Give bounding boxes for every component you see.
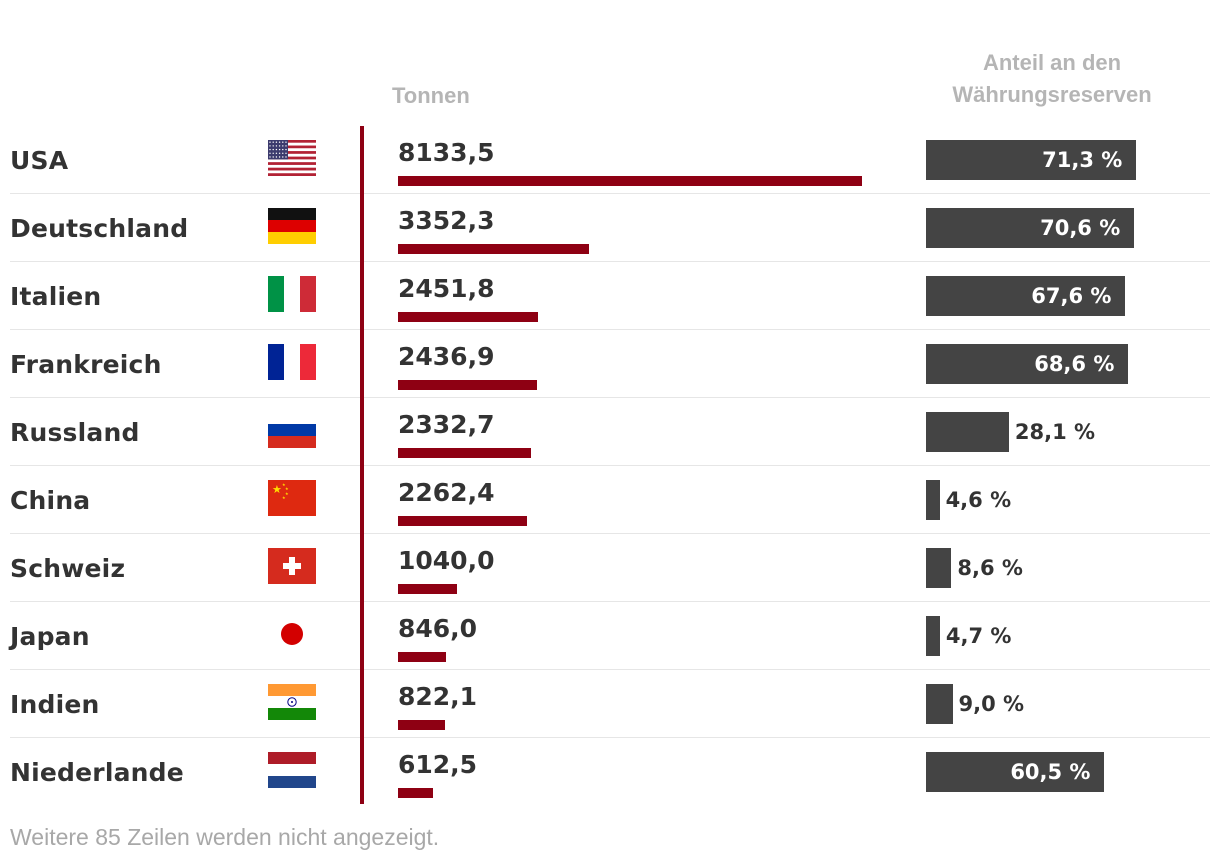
table-row: Indien 822,1 9,0 %: [10, 670, 1210, 738]
share-bar: [926, 548, 952, 588]
svg-text:★: ★: [285, 486, 289, 491]
share-value-label: 28,1 %: [1014, 420, 1096, 444]
tonnes-value-label: 822,1: [398, 682, 478, 711]
row-divider: [10, 397, 1210, 398]
tonnes-value-label: 8133,5: [398, 138, 495, 167]
row-divider: [10, 329, 1210, 330]
row-divider: [10, 193, 1210, 194]
table-row: Italien 2451,8 67,6 %: [10, 262, 1210, 330]
table-row: USA 8133,5 71,3 %: [10, 126, 1210, 194]
share-bar: [926, 140, 1137, 180]
tonnes-value-label: 612,5: [398, 750, 478, 779]
usa-flag-icon: [268, 140, 316, 177]
china-flag-icon: ★ ★ ★ ★ ★: [268, 480, 316, 516]
table-row: Frankreich 2436,9 68,6 %: [10, 330, 1210, 398]
switzerland-flag-icon: [268, 548, 316, 584]
svg-text:★: ★: [285, 491, 289, 496]
tonnes-bar: [398, 788, 433, 798]
tonnes-value-label: 2262,4: [398, 478, 495, 507]
share-value-label: 60,5 %: [1010, 760, 1091, 784]
share-value-label: 4,6 %: [945, 488, 1012, 512]
row-divider: [10, 737, 1210, 738]
country-name: USA: [10, 146, 69, 175]
share-bar: [926, 276, 1126, 316]
country-name: Niederlande: [10, 758, 184, 787]
country-name: Indien: [10, 690, 100, 719]
tonnes-bar: [398, 448, 532, 458]
tonnes-value-label: 2451,8: [398, 274, 495, 303]
france-flag-icon: [268, 344, 317, 380]
share-bar: [926, 616, 940, 656]
japan-flag-icon: [268, 616, 316, 652]
footer-note: Weitere 85 Zeilen werden nicht angezeigt…: [10, 824, 440, 850]
tonnes-bar: [398, 176, 862, 186]
row-divider: [10, 533, 1210, 534]
tonnes-value-label: 846,0: [398, 614, 478, 643]
tonnes-bar: [398, 652, 447, 662]
share-value-label: 9,0 %: [958, 692, 1025, 716]
share-bar: [926, 344, 1129, 384]
tonnes-value-label: 2332,7: [398, 410, 495, 439]
germany-flag-icon: [268, 208, 316, 245]
country-name: Schweiz: [10, 554, 126, 583]
country-name: China: [10, 486, 91, 515]
tonnes-column-header: Tonnen: [392, 83, 470, 108]
table-row: Niederlande 612,5 60,5 %: [10, 738, 1210, 806]
table-row: Deutschland 3352,3 70,6 %: [10, 194, 1210, 262]
share-value-label: 4,7 %: [945, 624, 1012, 648]
tonnes-bar: [398, 244, 590, 254]
share-bar: [926, 480, 940, 520]
country-name: Italien: [10, 282, 102, 311]
tonnes-bar: [398, 584, 458, 594]
italy-flag-icon: [268, 276, 317, 312]
share-column-header: Anteil an den Währungsreserven: [952, 50, 1152, 107]
share-bar: [926, 208, 1135, 248]
country-name: Frankreich: [10, 350, 162, 379]
svg-text:★: ★: [282, 495, 286, 500]
row-divider: [10, 669, 1210, 670]
share-value-label: 67,6 %: [1031, 284, 1112, 308]
country-name: Russland: [10, 418, 140, 447]
share-bar: [926, 684, 953, 724]
tonnes-axis-line: [360, 126, 364, 804]
svg-text:★: ★: [282, 482, 286, 487]
tonnes-bar: [398, 720, 445, 730]
netherlands-flag-icon: [268, 752, 316, 789]
table-row: Schweiz 1040,0 8,6 %: [10, 534, 1210, 602]
table-row: Russland 2332,7 28,1 %: [10, 398, 1210, 466]
tonnes-value-label: 2436,9: [398, 342, 495, 371]
svg-text:★: ★: [272, 483, 282, 496]
share-value-label: 71,3 %: [1042, 148, 1123, 172]
table-row: China ★ ★ ★ ★ ★ 2262,4 4,6 %: [10, 466, 1210, 534]
russia-flag-icon: [268, 412, 316, 449]
share-bar: [926, 412, 1009, 452]
india-flag-icon: [268, 684, 316, 721]
row-divider: [10, 465, 1210, 466]
country-name: Deutschland: [10, 214, 189, 243]
row-divider: [10, 601, 1210, 602]
country-name: Japan: [10, 622, 90, 651]
share-value-label: 8,6 %: [957, 556, 1023, 580]
tonnes-bar: [398, 380, 538, 390]
share-value-label: 70,6 %: [1040, 216, 1121, 240]
table-row: Japan 846,0 4,7 %: [10, 602, 1210, 670]
tonnes-bar: [398, 312, 538, 322]
tonnes-value-label: 3352,3: [398, 206, 495, 235]
share-value-label: 68,6 %: [1034, 352, 1115, 376]
tonnes-value-label: 1040,0: [398, 546, 495, 575]
share-bar: [926, 752, 1105, 792]
tonnes-bar: [398, 516, 528, 526]
row-divider: [10, 261, 1210, 262]
